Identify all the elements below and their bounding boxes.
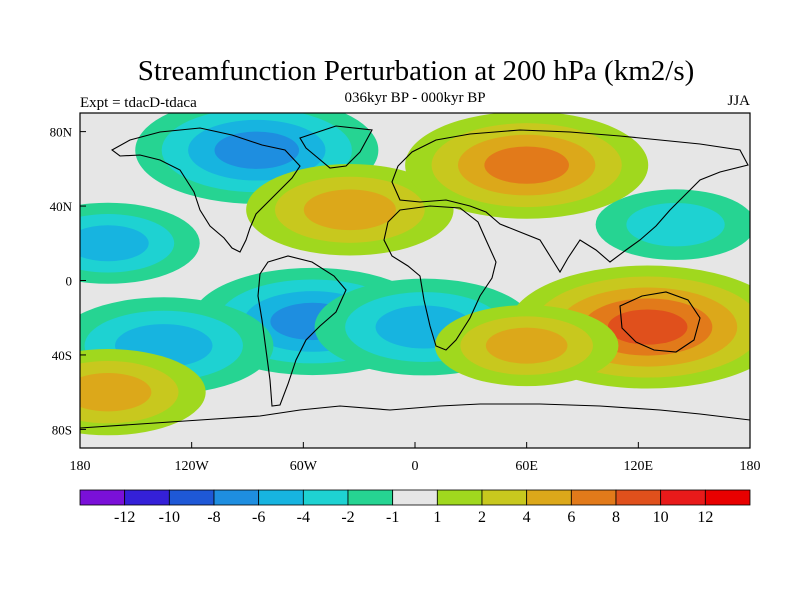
antarctica-coastline (80, 403, 750, 429)
colorbar-label: -1 (386, 509, 399, 526)
streamfunction-field (80, 113, 750, 436)
colorbar-label: 6 (567, 509, 575, 526)
colorbar-swatch-5 (302, 489, 349, 506)
chart-subtitle: 036kyr BP - 000kyr BP (344, 90, 485, 106)
colorbar-swatch-2 (168, 489, 215, 506)
x-tick-label: 60E (515, 459, 538, 474)
y-axis: 80N 40N 0 40S 80S (50, 125, 86, 437)
australia-coastline (619, 291, 701, 353)
x-tick-label: 0 (412, 459, 419, 474)
colorbar-label: -12 (114, 509, 135, 526)
colorbar-swatch-6 (347, 489, 394, 506)
x-tick-label: 120E (624, 459, 654, 474)
colorbar-swatch-4 (258, 489, 304, 506)
chart-title: Streamfunction Perturbation at 200 hPa (… (138, 55, 695, 87)
feature-6 (434, 305, 619, 387)
x-tick-label: 120W (175, 459, 210, 474)
x-tick-label: 180 (740, 459, 761, 474)
colorbar-label: 2 (478, 509, 486, 526)
south-america-coastline (257, 255, 347, 407)
contour-band-7-2 (80, 225, 149, 262)
north-america-coastline (110, 127, 301, 253)
colorbar-swatch-12 (615, 489, 662, 506)
colorbar-swatch-9 (481, 489, 528, 506)
contour-band-10-1 (626, 202, 725, 247)
colorbar-swatch-7 (392, 489, 438, 506)
colorbar-label: 4 (523, 509, 531, 526)
feature-7 (80, 202, 200, 284)
colorbar-swatch-1 (124, 489, 170, 506)
africa-coastline (383, 205, 497, 351)
contour-band-5-4 (607, 309, 688, 345)
feature-2 (405, 113, 649, 219)
colorbar-swatch-0 (79, 489, 126, 506)
contour-band-0-3 (214, 131, 300, 169)
colorbar-label: 8 (612, 509, 620, 526)
season-label: JJA (727, 93, 750, 109)
colorbar-label: -6 (252, 509, 265, 526)
colorbar-label: -4 (297, 509, 310, 526)
y-tick-label: 40S (52, 348, 72, 363)
colorbar-swatch-10 (526, 489, 572, 506)
colorbar-label: 10 (653, 509, 669, 526)
colorbar-swatch-13 (660, 489, 706, 506)
y-tick-label: 80S (52, 422, 72, 437)
y-tick-label: 80N (50, 125, 73, 140)
x-tick-label: 180 (70, 459, 91, 474)
experiment-label: Expt = tdacD-tdaca (80, 95, 197, 111)
greenland-coastline (299, 125, 373, 169)
y-tick-label: 0 (66, 274, 73, 289)
contour-band-2-3 (484, 146, 569, 184)
contour-band-9-2 (80, 373, 152, 412)
colorbar-swatch-14 (704, 489, 751, 506)
colorbar-label: -2 (341, 509, 354, 526)
coastlines (80, 125, 750, 429)
feature-9 (80, 349, 206, 436)
colorbar-label: -10 (159, 509, 180, 526)
x-tick-label: 60W (290, 459, 318, 474)
colorbar-label: 1 (433, 509, 441, 526)
feature-10 (595, 189, 750, 260)
contour-band-6-2 (485, 327, 568, 364)
contour-band-1-2 (303, 189, 396, 231)
colorbar-swatch-11 (570, 489, 617, 506)
colorbar: -12 -10 -8 -6 -4 -2 -1 1 2 4 6 8 10 12 (79, 489, 751, 526)
colorbar-swatch-8 (436, 489, 483, 506)
colorbar-swatch-3 (213, 489, 260, 506)
eurasia-coastline (391, 129, 749, 274)
colorbar-label: 12 (697, 509, 713, 526)
y-tick-label: 40N (50, 199, 73, 214)
x-axis: 180 120W 60W 0 60E 120E 180 (70, 442, 761, 474)
colorbar-label: -8 (207, 509, 220, 526)
